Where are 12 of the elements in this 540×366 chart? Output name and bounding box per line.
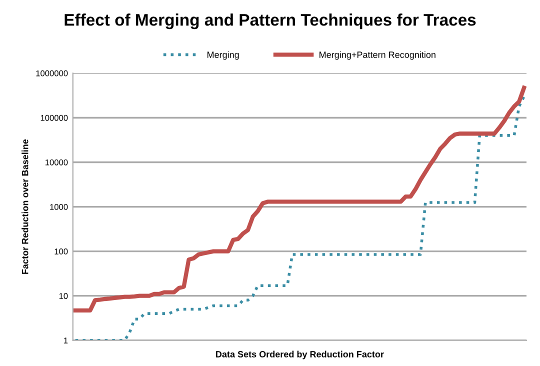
chart-title: Effect of Merging and Pattern Techniques for Traces xyxy=(64,14,476,30)
y-tick-label: 1000 xyxy=(50,204,68,210)
y-tick-label: 10 xyxy=(59,293,68,299)
legend-label: Merging xyxy=(207,51,239,60)
x-axis-title: Data Sets Ordered by Reduction Factor xyxy=(216,350,384,360)
y-tick-label: 10000 xyxy=(46,159,68,166)
y-axis-title: Factor Reduction over Baseline xyxy=(22,139,28,274)
legend-label: Merging+Pattern Recognition xyxy=(320,51,436,60)
y-tick-label: 1000000 xyxy=(36,70,68,76)
y-tick-label: 100000 xyxy=(40,114,68,121)
y-tick-label: 1 xyxy=(64,338,68,344)
y-tick-label: 100 xyxy=(54,248,68,254)
